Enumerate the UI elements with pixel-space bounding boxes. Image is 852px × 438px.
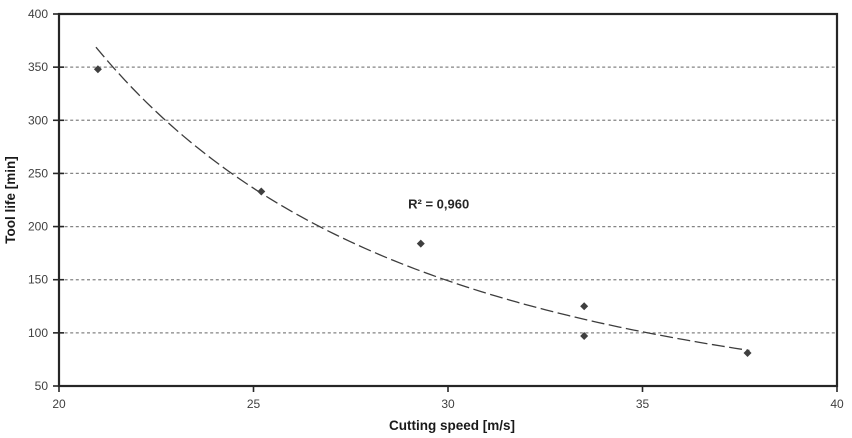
trendline: [95, 46, 750, 352]
gridlines: [59, 66, 837, 334]
y-axis-title: Tool life [min]: [3, 156, 18, 244]
y-tick-label: 300: [28, 113, 48, 127]
y-tick-label: 250: [28, 166, 48, 180]
x-tick-label: 35: [636, 397, 650, 411]
y-tick-label: 400: [28, 7, 48, 21]
y-tick-label: 150: [28, 273, 48, 287]
data-points: [93, 65, 752, 358]
data-point-marker: [580, 302, 589, 311]
x-tick-label: 40: [830, 397, 844, 411]
y-tick-label: 100: [28, 326, 48, 340]
data-point-marker: [93, 65, 102, 74]
x-axis-title: Cutting speed [m/s]: [389, 418, 515, 433]
axis-ticks: [53, 13, 838, 392]
data-point-marker: [580, 332, 589, 341]
data-point-marker: [743, 349, 752, 358]
r-squared-annotation: R² = 0,960: [408, 196, 469, 211]
x-tick-label: 30: [441, 397, 455, 411]
data-point-marker: [257, 187, 266, 196]
y-tick-label: 350: [28, 60, 48, 74]
y-tick-label: 50: [35, 379, 49, 393]
data-point-marker: [416, 239, 425, 248]
x-tick-label: 25: [247, 397, 261, 411]
y-tick-label: 200: [28, 220, 48, 234]
trendline-group: [95, 46, 750, 352]
tick-labels: 50 100 150 200 250 300 350 400 20 25 30 35 40: [28, 7, 844, 411]
x-tick-label: 20: [52, 397, 66, 411]
